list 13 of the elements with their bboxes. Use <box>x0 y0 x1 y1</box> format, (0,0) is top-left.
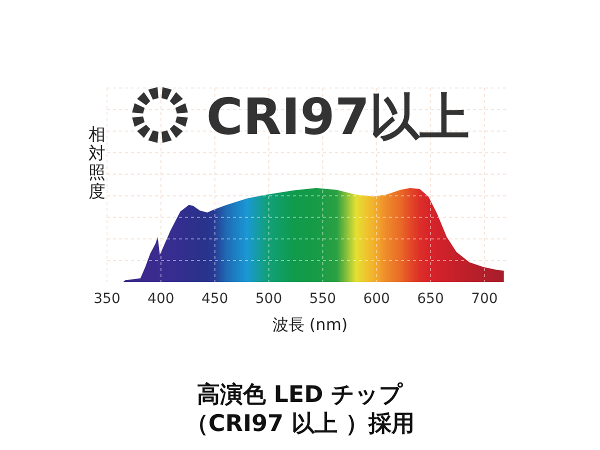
x-tick-label: 500 <box>255 291 282 307</box>
x-axis-title: 波長 (nm) <box>272 315 348 334</box>
x-tick-label: 350 <box>94 291 120 307</box>
x-tick-label: 550 <box>309 291 336 307</box>
x-tick-label: 400 <box>148 291 174 307</box>
x-tick-label: 650 <box>417 291 444 307</box>
x-tick-label: 450 <box>201 291 228 307</box>
x-tick-label: 600 <box>363 291 390 307</box>
text: 高演色 LED チップ <box>196 381 404 408</box>
y-axis-title: 相対照度 <box>88 125 106 202</box>
chart-title: CRI97以上 <box>206 88 470 146</box>
text: （CRI97 以上 ）採用 <box>185 411 415 437</box>
x-tick-label: 700 <box>471 291 498 307</box>
